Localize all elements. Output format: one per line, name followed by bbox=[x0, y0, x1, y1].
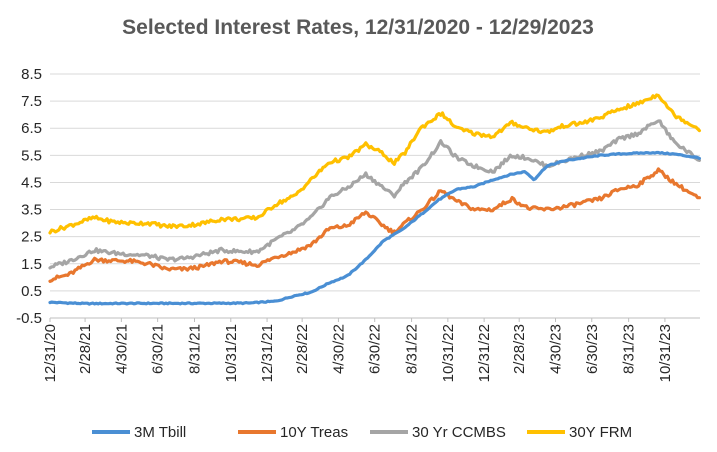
x-tick-label: 8/31/23 bbox=[621, 324, 638, 374]
legend-label: 30Y FRM bbox=[569, 424, 632, 441]
x-tick-label: 4/30/22 bbox=[330, 324, 347, 374]
x-tick-label: 6/30/23 bbox=[584, 324, 601, 374]
x-tick-label: 12/31/20 bbox=[42, 324, 59, 382]
x-tick-label: 4/30/21 bbox=[113, 324, 130, 374]
x-tick-label: 10/31/23 bbox=[657, 324, 674, 382]
x-axis-ticks: 12/31/20 2/28/21 4/30/21 6/30/21 8/31/21 10/3… bbox=[42, 318, 674, 382]
y-tick-label: 6.5 bbox=[21, 120, 42, 137]
legend-label: 30 Yr CCMBS bbox=[412, 424, 506, 441]
y-tick-label: 1.5 bbox=[21, 256, 42, 273]
x-tick-label: 2/28/23 bbox=[511, 324, 528, 374]
x-tick-label: 8/31/21 bbox=[187, 324, 204, 374]
y-tick-label: 8.5 bbox=[21, 66, 42, 83]
y-tick-label: -0.5 bbox=[16, 310, 42, 327]
x-tick-label: 10/31/22 bbox=[440, 324, 457, 382]
chart-title: Selected Interest Rates, 12/31/2020 - 12… bbox=[122, 16, 594, 39]
x-tick-label: 2/28/21 bbox=[77, 324, 94, 374]
legend-label: 10Y Treas bbox=[280, 424, 348, 441]
y-tick-label: 5.5 bbox=[21, 147, 42, 164]
x-tick-label: 8/31/22 bbox=[404, 324, 421, 374]
x-tick-label: 12/31/22 bbox=[476, 324, 493, 382]
y-tick-label: 2.5 bbox=[21, 229, 42, 246]
x-tick-label: 6/30/21 bbox=[150, 324, 167, 374]
y-tick-label: 4.5 bbox=[21, 174, 42, 191]
y-tick-label: 7.5 bbox=[21, 93, 42, 110]
y-tick-label: 0.5 bbox=[21, 283, 42, 300]
series-line-30-yr-ccmbs bbox=[48, 119, 702, 270]
legend-label: 3M Tbill bbox=[134, 424, 186, 441]
series-line-30y-frm bbox=[48, 93, 702, 235]
x-tick-label: 10/31/21 bbox=[223, 324, 240, 382]
x-tick-label: 12/31/21 bbox=[259, 324, 276, 382]
y-axis-ticks: 8.5 7.5 6.5 5.5 4.5 3.5 2.5 1.5 0.5 -0.5 bbox=[16, 66, 42, 327]
series-lines bbox=[48, 93, 702, 306]
series-line-3m-tbill bbox=[48, 150, 702, 306]
y-tick-label: 3.5 bbox=[21, 202, 42, 219]
x-tick-label: 6/30/22 bbox=[367, 324, 384, 374]
x-tick-label: 2/28/22 bbox=[294, 324, 311, 374]
x-tick-label: 4/30/23 bbox=[547, 324, 564, 374]
legend: 3M Tbill 10Y Treas 30 Yr CCMBS 30Y FRM bbox=[92, 424, 632, 441]
series-line-10y-treas bbox=[48, 167, 702, 283]
